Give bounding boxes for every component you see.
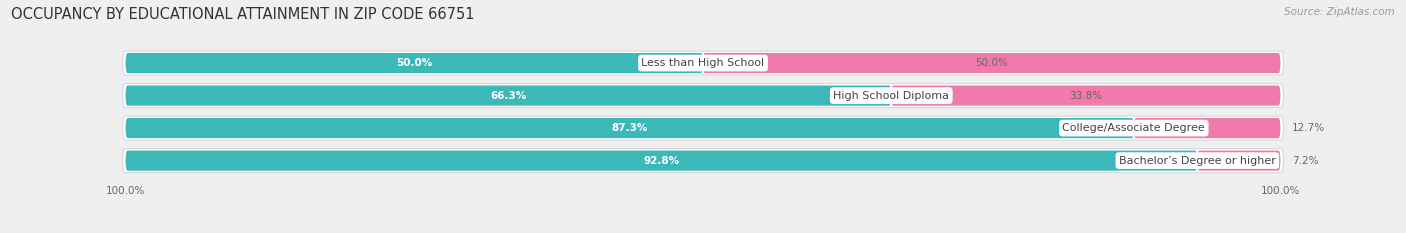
Text: 7.2%: 7.2% xyxy=(1292,156,1319,166)
FancyBboxPatch shape xyxy=(1133,118,1281,138)
FancyBboxPatch shape xyxy=(891,86,1281,106)
FancyBboxPatch shape xyxy=(125,118,1133,138)
Text: Bachelor’s Degree or higher: Bachelor’s Degree or higher xyxy=(1119,156,1275,166)
FancyBboxPatch shape xyxy=(122,84,1284,108)
FancyBboxPatch shape xyxy=(122,149,1284,173)
FancyBboxPatch shape xyxy=(1198,151,1281,171)
Text: 92.8%: 92.8% xyxy=(644,156,679,166)
Text: OCCUPANCY BY EDUCATIONAL ATTAINMENT IN ZIP CODE 66751: OCCUPANCY BY EDUCATIONAL ATTAINMENT IN Z… xyxy=(11,7,475,22)
Text: 50.0%: 50.0% xyxy=(976,58,1008,68)
Text: 33.8%: 33.8% xyxy=(1070,91,1102,101)
Text: Source: ZipAtlas.com: Source: ZipAtlas.com xyxy=(1284,7,1395,17)
Text: High School Diploma: High School Diploma xyxy=(834,91,949,101)
FancyBboxPatch shape xyxy=(122,51,1284,75)
FancyBboxPatch shape xyxy=(703,53,1281,73)
Text: College/Associate Degree: College/Associate Degree xyxy=(1063,123,1205,133)
Text: 66.3%: 66.3% xyxy=(491,91,526,101)
Text: 50.0%: 50.0% xyxy=(396,58,433,68)
Text: 12.7%: 12.7% xyxy=(1292,123,1324,133)
FancyBboxPatch shape xyxy=(125,53,703,73)
Text: 87.3%: 87.3% xyxy=(612,123,648,133)
FancyBboxPatch shape xyxy=(125,151,1198,171)
Text: Less than High School: Less than High School xyxy=(641,58,765,68)
FancyBboxPatch shape xyxy=(125,86,891,106)
FancyBboxPatch shape xyxy=(122,116,1284,140)
